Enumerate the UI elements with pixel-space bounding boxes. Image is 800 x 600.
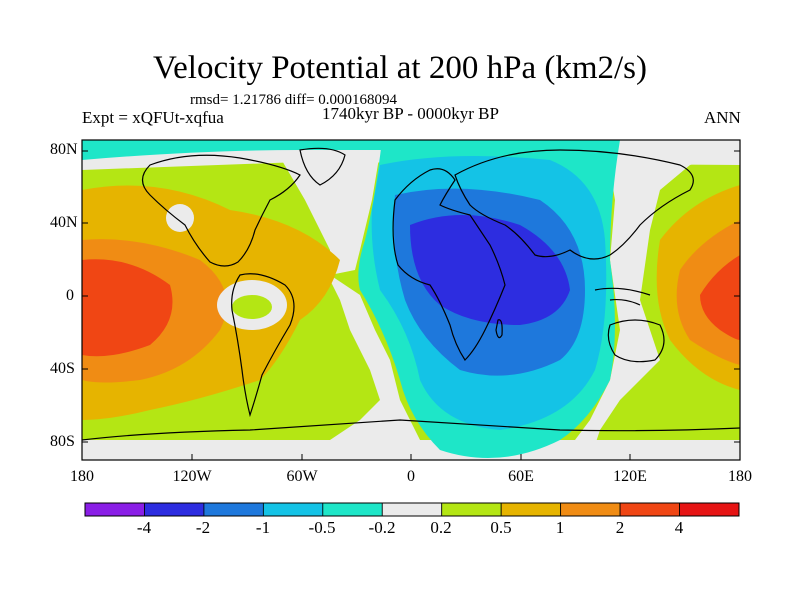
x-tick-label: 60E (508, 468, 534, 485)
colorbar-label: -0.5 (308, 518, 336, 537)
colorbar-swatch (84, 502, 145, 517)
x-tick-label: 180 (728, 468, 752, 485)
x-tick-marks (81, 454, 741, 460)
colorbar-label: 4 (674, 518, 684, 537)
y-tick-label: 80N (50, 141, 78, 158)
coast-north-america (141, 154, 301, 267)
colorbar-label: 2 (615, 518, 625, 537)
experiment-label: Expt = xQFUt-xqfua (82, 108, 224, 127)
colorbar-swatch (560, 502, 621, 517)
field-level-0.2-hole-samerica (232, 295, 272, 319)
y-tick-label: 40N (50, 214, 78, 231)
coast-europe-africa (392, 168, 506, 361)
colorbar-swatch (619, 502, 680, 517)
coast-greenland (299, 147, 346, 186)
y-tick-label: 40S (50, 360, 75, 377)
coast-australia (607, 319, 665, 363)
colorbar-label: -4 (136, 518, 152, 537)
coast-antarctica (82, 419, 740, 441)
coast-asia (454, 149, 694, 260)
colorbar-label: 1 (555, 518, 565, 537)
x-tick-label: 120E (613, 468, 647, 485)
colorbar-swatch (262, 502, 324, 517)
y-tick-label: 80S (50, 433, 75, 450)
colorbar (84, 502, 740, 517)
field-level-neutral-atlantic (270, 140, 450, 460)
colorbar-swatch (441, 502, 502, 517)
x-tick-label: 180 (70, 468, 94, 485)
y-tick-marks (82, 150, 740, 443)
colorbar-swatch (144, 502, 205, 517)
x-tick-label: 120W (172, 468, 212, 485)
rmsd-diff-stats: rmsd= 1.21786 diff= 0.000168094 (190, 92, 398, 108)
x-tick-label: 60W (286, 468, 318, 485)
plot-title: Velocity Potential at 200 hPa (km2/s) (152, 50, 648, 86)
field-level-neutral-south (82, 440, 740, 460)
colorbar-swatch (203, 502, 264, 517)
colorbar-label: -1 (255, 518, 271, 537)
colorbar-label: -0.2 (368, 518, 396, 537)
field-level-neg0.2-north (82, 140, 382, 160)
colorbar-swatch (381, 502, 443, 517)
colorbar-swatch (322, 502, 383, 517)
coastlines (82, 147, 740, 441)
season-label: ANN (704, 108, 741, 127)
field-level-neg2 (410, 215, 570, 325)
colorbar-label: 0.2 (430, 518, 452, 537)
velocity-potential-field (82, 140, 740, 460)
colorbar-label: 0.5 (490, 518, 512, 537)
colorbar-frame (84, 502, 740, 517)
y-tick-label: 0 (66, 287, 74, 304)
field-level-2-west (82, 259, 173, 357)
colorbar-swatch (500, 502, 562, 517)
coast-indonesia (594, 287, 651, 306)
field-level-neutral-pacific (560, 140, 740, 460)
coast-madagascar (495, 319, 503, 339)
x-tick-label: 0 (407, 468, 415, 485)
colorbar-swatch (679, 502, 740, 517)
field-neutral-hole-pacific (166, 204, 194, 232)
field-level-2-east (700, 255, 740, 340)
period-label: 1740kyr BP - 0000kyr BP (322, 104, 499, 123)
coast-south-america (231, 273, 295, 418)
colorbar-label: -2 (195, 518, 211, 537)
